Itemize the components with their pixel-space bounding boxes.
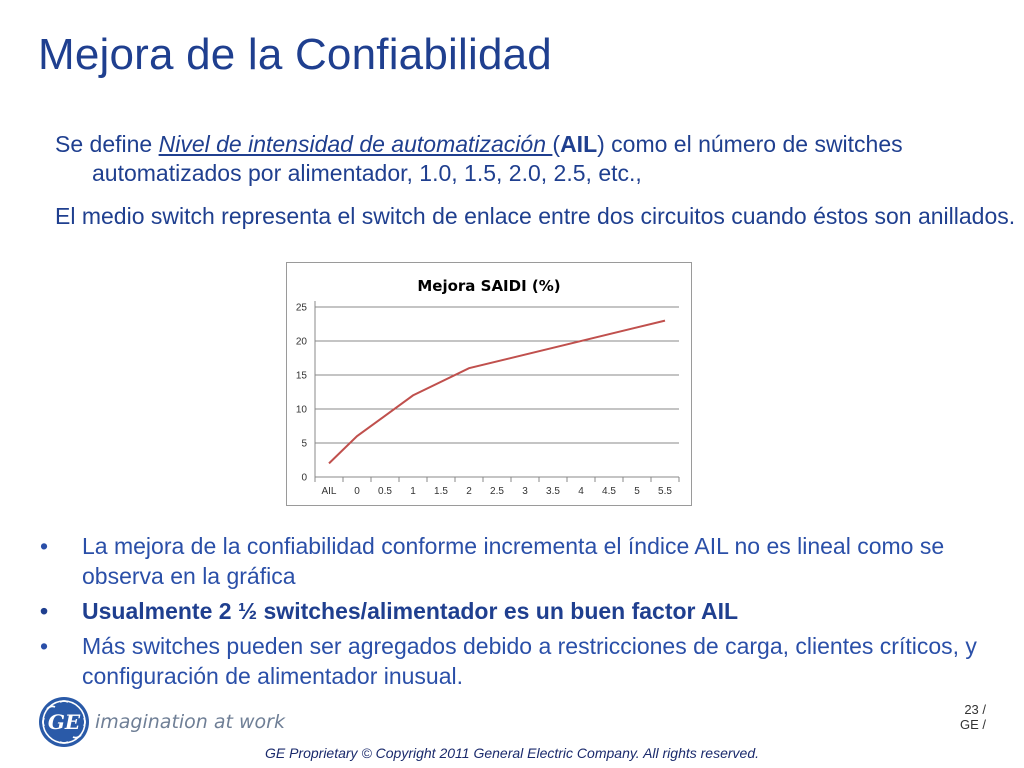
page-number: 23 / GE / xyxy=(960,702,986,732)
definition-prefix: Se define xyxy=(55,131,159,157)
bullet-list: • La mejora de la confiabilidad conforme … xyxy=(40,531,1000,696)
y-tick-label: 0 xyxy=(301,473,307,484)
svg-text:GE: GE xyxy=(48,710,81,734)
x-tick-label: 2 xyxy=(466,486,472,497)
x-tick-label: 0 xyxy=(354,486,360,497)
bullet-item: • Usualmente 2 ½ switches/alimentador es … xyxy=(40,596,1000,626)
copyright-footer: GE Proprietary © Copyright 2011 General … xyxy=(264,745,760,761)
definition-paragraph: Se define Nivel de intensidad de automat… xyxy=(55,130,1024,188)
y-tick-label: 20 xyxy=(296,337,308,348)
x-tick-label: 0.5 xyxy=(378,486,392,497)
x-tick-label: AIL xyxy=(321,486,336,497)
x-tick-label: 1.5 xyxy=(434,486,448,497)
page-owner: GE / xyxy=(959,717,986,732)
slide-title: Mejora de la Confiabilidad xyxy=(38,30,552,79)
y-tick-label: 10 xyxy=(296,405,308,416)
x-tick-label: 5.5 xyxy=(658,486,672,497)
half-switch-paragraph: El medio switch representa el switch de … xyxy=(55,203,1016,229)
tagline: imagination at work xyxy=(95,711,285,733)
x-tick-label: 3 xyxy=(522,486,528,497)
ail-term: Nivel de intensidad de automatización xyxy=(158,131,553,157)
x-tick-label: 3.5 xyxy=(546,486,560,497)
x-tick-label: 1 xyxy=(410,486,416,497)
chart-title: Mejora SAIDI (%) xyxy=(417,277,560,295)
bullet-item: • La mejora de la confiabilidad conforme … xyxy=(40,531,1000,591)
bullet-text: La mejora de la confiabilidad conforme i… xyxy=(82,533,945,589)
bullet-dot: • xyxy=(40,633,49,659)
paren-open: ( xyxy=(552,131,561,157)
definition-suffix: ) como el número de switches automatizad… xyxy=(92,131,903,186)
bullet-dot: • xyxy=(40,598,49,624)
y-tick-label: 25 xyxy=(296,303,308,314)
saidi-chart: Mejora SAIDI (%) 0 5 10 15 20 25 AIL 0 0.5 1 1.5 2 2.… xyxy=(286,262,692,506)
series-line xyxy=(328,319,666,465)
y-tick-label: 5 xyxy=(301,439,307,450)
x-tick-label: 4.5 xyxy=(602,486,616,497)
bullet-item: • Más switches pueden ser agregados debid… xyxy=(40,631,1000,691)
x-tick-label: 4 xyxy=(578,486,584,497)
y-tick-label: 15 xyxy=(296,371,308,382)
saidi-chart-svg: Mejora SAIDI (%) 0 5 10 15 20 25 AIL 0 0.5 1 1.5 2 2.… xyxy=(296,277,680,497)
bullet-text: Más switches pueden ser agregados debido… xyxy=(82,633,977,689)
bullet-text: Usualmente 2 ½ switches/alimentador es u… xyxy=(82,598,739,624)
ge-logo-icon: GE xyxy=(39,697,89,747)
x-tick-label: 5 xyxy=(634,486,640,497)
ail-acronym: AIL xyxy=(560,131,598,157)
x-tick-label: 2.5 xyxy=(490,486,504,497)
page-number-value: 23 / xyxy=(964,702,986,717)
bullet-dot: • xyxy=(40,533,49,559)
